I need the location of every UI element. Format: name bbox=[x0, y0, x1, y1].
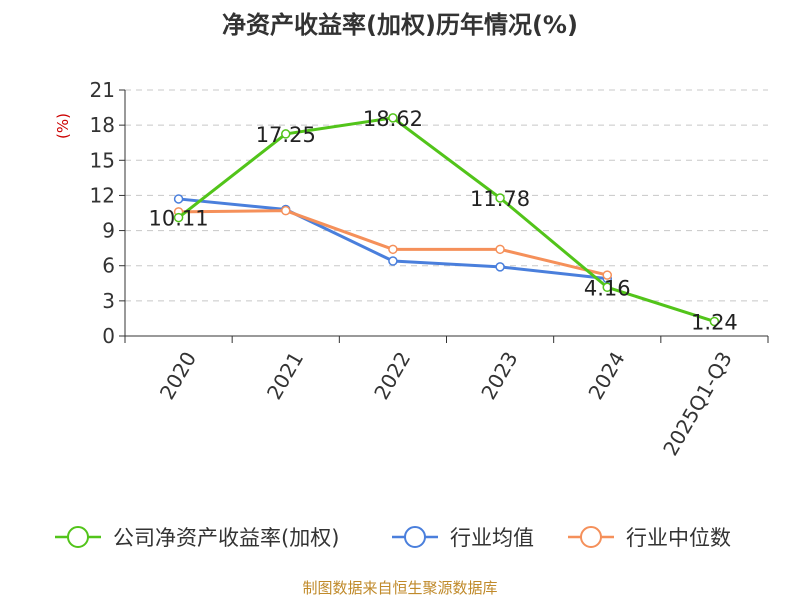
y-tick-label: 18 bbox=[90, 113, 115, 137]
data-point bbox=[388, 113, 398, 123]
data-point bbox=[173, 194, 184, 204]
data-label: 11.78 bbox=[470, 187, 530, 211]
data-label: 18.62 bbox=[363, 107, 423, 131]
data-point bbox=[281, 129, 291, 139]
data-label: 10.11 bbox=[149, 207, 209, 231]
legend-label[interactable]: 行业中位数 bbox=[626, 526, 731, 550]
y-tick-label: 9 bbox=[102, 219, 115, 243]
data-label: 17.25 bbox=[256, 123, 316, 147]
data-point bbox=[709, 316, 720, 327]
legend-marker bbox=[404, 526, 426, 548]
y-tick-label: 6 bbox=[102, 254, 115, 278]
data-point bbox=[495, 262, 505, 272]
chart-title: 净资产收益率(加权)历年情况(%) bbox=[222, 11, 578, 39]
data-point bbox=[602, 270, 612, 280]
data-point bbox=[388, 244, 398, 255]
y-tick-label: 21 bbox=[90, 78, 115, 102]
data-point bbox=[495, 193, 505, 203]
y-tick-label: 12 bbox=[90, 183, 115, 207]
data-point bbox=[281, 205, 291, 216]
data-point bbox=[388, 256, 398, 266]
data-point bbox=[495, 244, 505, 255]
x-tick-label: 2024 bbox=[583, 348, 629, 404]
data-point bbox=[173, 212, 184, 223]
series-line-0 bbox=[177, 116, 715, 323]
data-source-note: 制图数据来自恒生聚源数据库 bbox=[302, 579, 497, 597]
y-tick-label: 3 bbox=[102, 289, 115, 313]
legend-marker bbox=[67, 526, 89, 548]
x-tick-label: 2020 bbox=[155, 348, 201, 404]
legend-label[interactable]: 行业均值 bbox=[450, 526, 534, 550]
legend-marker bbox=[580, 526, 602, 548]
data-point bbox=[602, 282, 612, 293]
y-tick-label: 0 bbox=[102, 324, 115, 348]
x-tick-label: 2023 bbox=[476, 348, 522, 404]
y-tick-label: 15 bbox=[90, 148, 115, 172]
legend-label[interactable]: 公司净资产收益率(加权) bbox=[113, 526, 339, 550]
x-tick-label: 2025Q1-Q3 bbox=[658, 348, 737, 460]
data-label: 4.16 bbox=[584, 276, 631, 300]
data-label: 1.24 bbox=[691, 310, 738, 334]
y-axis-unit: (%) bbox=[54, 113, 72, 139]
x-tick-label: 2021 bbox=[262, 348, 308, 404]
x-tick-label: 2022 bbox=[369, 348, 415, 404]
